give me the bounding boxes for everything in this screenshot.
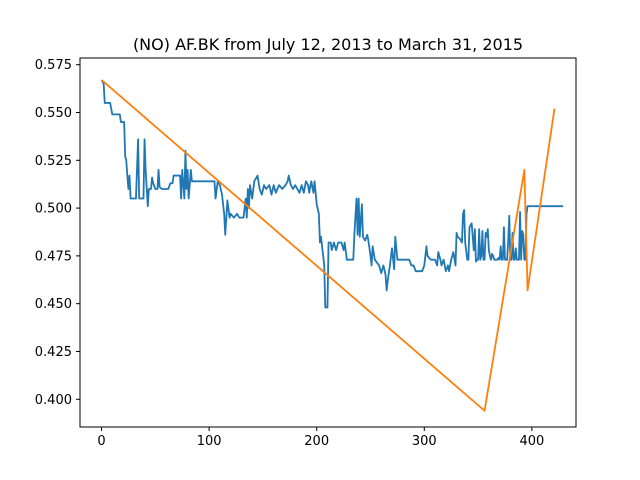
x-tick-label: 400 [519, 434, 544, 449]
chart-title: (NO) AF.BK from July 12, 2013 to March 3… [133, 35, 523, 54]
x-tick-label: 100 [197, 434, 222, 449]
series-line-1 [100, 79, 564, 309]
plot-area: 0 100 200 300 400 0.400 0.425 0.450 0.475 0.500 0.… [35, 57, 577, 449]
x-tick-label: 200 [304, 434, 329, 449]
y-tick-label: 0.525 [35, 154, 72, 169]
y-tick-label: 0.500 [35, 202, 72, 217]
x-tick-label: 0 [97, 434, 105, 449]
y-tick-label: 0.425 [35, 345, 72, 360]
x-tick-label: 300 [412, 434, 437, 449]
series-line-2 [100, 79, 556, 412]
y-tick-label: 0.400 [35, 393, 72, 408]
y-tick-label: 0.450 [35, 297, 72, 312]
y-tick-label: 0.575 [35, 58, 72, 73]
y-tick-label: 0.550 [35, 106, 72, 121]
axes-frame [79, 57, 577, 428]
y-tick-label: 0.475 [35, 249, 72, 264]
